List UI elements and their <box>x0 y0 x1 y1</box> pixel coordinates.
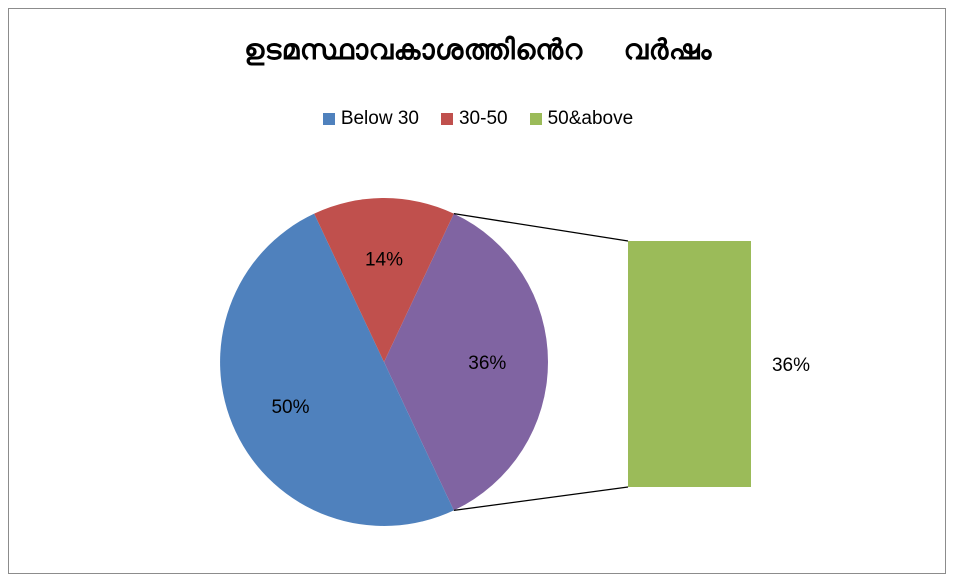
pie-slice-30-50 <box>314 198 454 362</box>
legend-item-30-50: 30-50 <box>440 108 508 130</box>
detail-bar-50-above <box>628 241 751 487</box>
legend-label-50-above: 50&above <box>547 108 634 129</box>
legend-label-30-50: 30-50 <box>458 108 508 129</box>
legend-item-50-above: 50&above <box>529 108 634 130</box>
pie-group: 36% 50% 14% <box>220 198 548 526</box>
connector-line-bottom <box>453 486 629 512</box>
pie-label-30-50: 14% <box>365 250 403 271</box>
legend-item-below-30: Below 30 <box>322 108 419 130</box>
pie-label-other: 36% <box>468 353 506 374</box>
legend-swatch-30-50 <box>440 113 453 125</box>
detail-bar-label: 36% <box>772 355 810 376</box>
connector-line-top <box>453 212 629 242</box>
pie-slice-below-30 <box>220 213 454 526</box>
legend-label-below-30: Below 30 <box>340 108 419 129</box>
legend-swatch-below-30 <box>322 113 335 125</box>
legend-swatch-50-above <box>529 113 542 125</box>
pie-label-below-30: 50% <box>271 397 309 418</box>
pie-slice-other <box>384 213 548 511</box>
chart-legend: Below 30 30-50 50&above <box>0 108 956 130</box>
detail-bar-group: 36% <box>453 212 810 512</box>
chart-title: ഉടമസ്ഥാവകാശത്തിൻെറ വർഷം <box>244 33 712 66</box>
